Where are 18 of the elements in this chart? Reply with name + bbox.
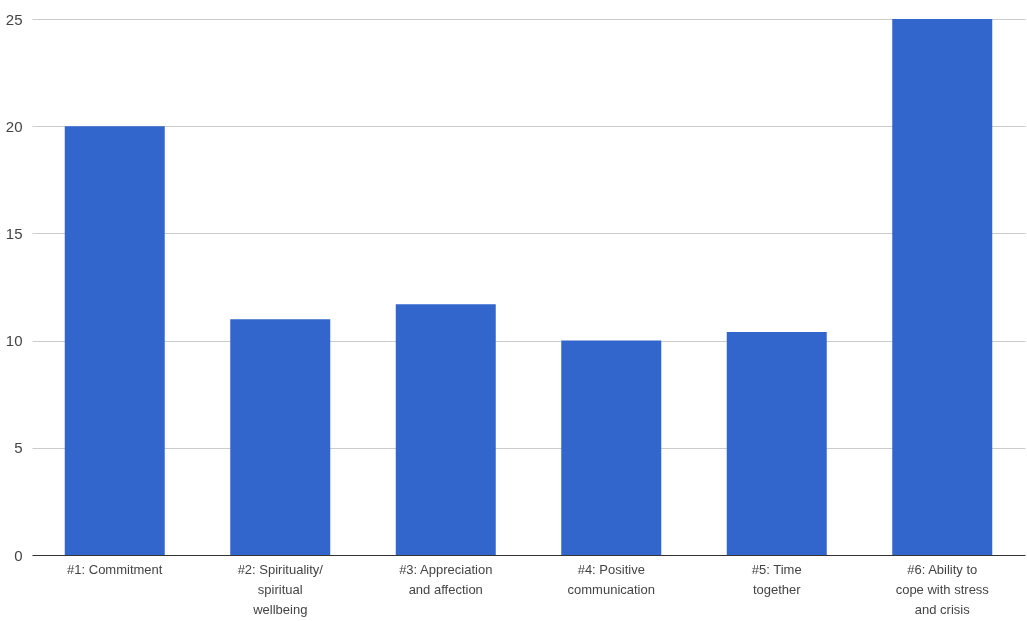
y-tick-label: 5 [14, 439, 23, 457]
bar [64, 126, 165, 555]
bar [395, 304, 496, 555]
y-tick-label: 0 [14, 546, 23, 564]
x-tick-label: #4: Positive communication [567, 561, 655, 597]
y-tick-label: 15 [5, 224, 23, 242]
bar [561, 340, 662, 555]
y-tick-label: 20 [5, 117, 23, 135]
x-tick-label: #2: Spirituality/ spiritual wellbeing [237, 561, 324, 617]
y-tick-label: 10 [5, 332, 23, 350]
bar [892, 19, 993, 555]
x-tick-label: #1: Commitment [67, 561, 163, 577]
x-tick-label: #3: Appreciation and affection [399, 561, 493, 597]
y-tick-label: 25 [5, 10, 23, 28]
x-tick-label: #5: Time together [751, 561, 802, 597]
bar [726, 332, 827, 555]
x-tick-label: #6: Ability to cope with stress and crisis [895, 561, 990, 617]
bar [230, 319, 331, 555]
